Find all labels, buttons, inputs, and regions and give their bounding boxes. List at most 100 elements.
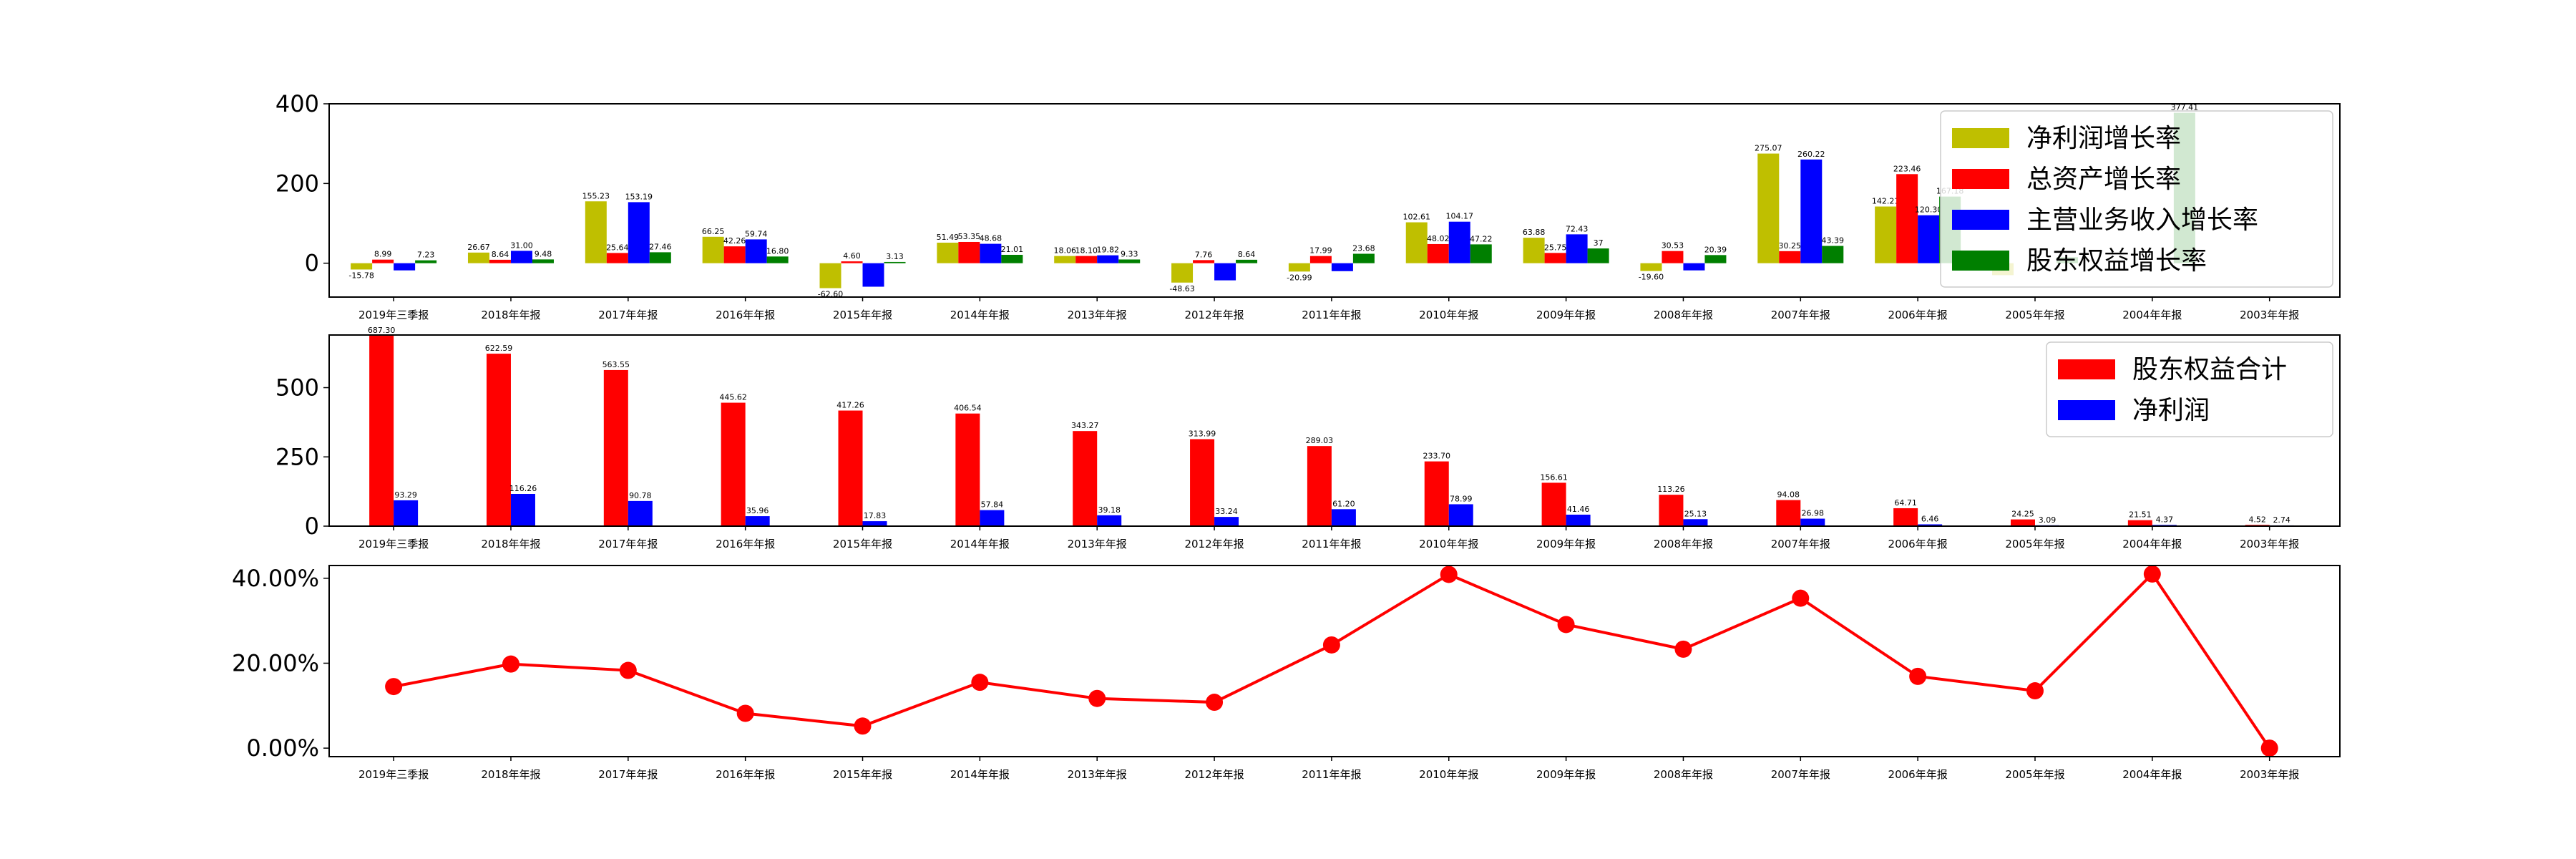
- bar: [1566, 234, 1588, 263]
- bar: [415, 260, 437, 263]
- data-label: 19.82: [1096, 246, 1119, 255]
- data-label: 275.07: [1755, 144, 1782, 153]
- y-tick-label: 200: [275, 170, 319, 197]
- data-label: 23.68: [1352, 243, 1375, 253]
- bar: [2010, 519, 2035, 526]
- x-tick-label: 2012年年报: [1184, 538, 1244, 550]
- bar: [1309, 256, 1332, 263]
- bar: [351, 263, 373, 270]
- bar: [1193, 260, 1215, 263]
- data-label: 156.61: [1540, 472, 1568, 482]
- x-tick-label: 2009年年报: [1536, 538, 1596, 550]
- data-label: 18.06: [1053, 246, 1076, 256]
- legend-label: 股东权益增长率: [2026, 246, 2207, 276]
- data-label: 7.23: [417, 251, 435, 260]
- data-label: 260.22: [1797, 150, 1825, 159]
- data-point: [385, 678, 403, 696]
- data-point: [2260, 739, 2278, 757]
- data-label: 4.52: [2248, 515, 2266, 524]
- bar: [628, 500, 653, 526]
- data-label: 6.46: [1921, 515, 1939, 524]
- x-tick-label: 2007年年报: [1771, 309, 1830, 321]
- bar: [1236, 259, 1258, 263]
- legend-swatch: [1952, 128, 2009, 148]
- data-point: [736, 704, 754, 722]
- x-tick-label: 2009年年报: [1536, 309, 1596, 321]
- data-point: [1440, 566, 1458, 583]
- y-tick-label: 40.00%: [232, 565, 319, 592]
- data-label: -48.63: [1169, 284, 1194, 293]
- data-point: [619, 661, 637, 679]
- bar: [1427, 243, 1449, 263]
- data-label: 30.53: [1662, 241, 1684, 251]
- legend-swatch: [1952, 251, 2009, 271]
- bar: [819, 263, 841, 288]
- data-label: 104.17: [1446, 212, 1474, 221]
- data-label: 3.13: [886, 252, 904, 261]
- data-label: 33.24: [1215, 507, 1238, 516]
- data-point: [1088, 689, 1106, 707]
- bar: [1352, 253, 1375, 263]
- bar: [1448, 221, 1470, 263]
- bar: [1776, 500, 1801, 526]
- bar: [1054, 256, 1076, 263]
- x-tick-label: 2005年年报: [2005, 538, 2064, 550]
- bar: [489, 259, 511, 263]
- x-tick-label: 2010年年报: [1419, 768, 1478, 781]
- data-label: 142.21: [1872, 197, 1900, 206]
- x-tick-label: 2017年年报: [598, 309, 658, 321]
- data-label: 7.76: [1195, 250, 1213, 259]
- x-tick-label: 2007年年报: [1771, 538, 1830, 550]
- data-label: -19.60: [1639, 273, 1664, 282]
- bar: [510, 494, 535, 526]
- bar: [1800, 518, 1825, 526]
- bar: [1918, 524, 1943, 526]
- y-tick-label: 250: [275, 443, 319, 470]
- bar: [369, 336, 394, 526]
- data-label: 622.59: [485, 344, 513, 353]
- legend-swatch: [1952, 169, 2009, 189]
- bar: [1544, 253, 1566, 263]
- data-label: 43.39: [1822, 236, 1845, 246]
- data-point: [1206, 694, 1224, 712]
- data-label: 406.54: [954, 404, 982, 413]
- data-label: 53.35: [958, 232, 981, 241]
- data-label: -20.99: [1287, 273, 1312, 282]
- data-label: 113.26: [1657, 485, 1685, 494]
- data-label: 25.75: [1544, 243, 1567, 252]
- bar: [628, 202, 650, 263]
- bar: [766, 256, 789, 263]
- bar: [1171, 263, 1194, 283]
- data-label: 41.46: [1567, 505, 1590, 514]
- data-label: 153.19: [625, 192, 653, 201]
- data-label: 31.00: [510, 241, 533, 250]
- series-line: [393, 571, 2271, 749]
- data-label: 4.37: [2156, 515, 2174, 524]
- bar: [1822, 246, 1844, 263]
- x-tick-label: 2007年年报: [1771, 768, 1830, 781]
- bar: [1918, 215, 1940, 263]
- data-label: 223.46: [1893, 164, 1921, 173]
- x-tick-label: 2017年年报: [598, 768, 658, 781]
- bar: [1800, 159, 1823, 263]
- data-label: 16.80: [766, 246, 789, 256]
- data-label: -15.78: [348, 271, 374, 280]
- data-label: 26.67: [467, 243, 490, 252]
- x-tick-label: 2005年年报: [2005, 768, 2064, 781]
- bar: [838, 410, 863, 526]
- x-tick-label: 2019年三季报: [358, 309, 429, 321]
- bar: [1893, 508, 1918, 526]
- x-tick-label: 2008年年报: [1654, 309, 1713, 321]
- data-label: 377.41: [2171, 103, 2199, 112]
- x-tick-label: 2003年年报: [2240, 309, 2299, 321]
- data-label: 9.33: [1121, 249, 1138, 258]
- bar: [1307, 446, 1332, 526]
- data-point: [854, 717, 872, 735]
- bar: [955, 413, 980, 526]
- data-label: 233.70: [1423, 452, 1451, 461]
- x-tick-label: 2018年年报: [481, 309, 540, 321]
- x-tick-label: 2011年年报: [1302, 768, 1361, 781]
- y-tick-label: 0: [305, 513, 319, 540]
- data-label: 63.88: [1523, 228, 1546, 237]
